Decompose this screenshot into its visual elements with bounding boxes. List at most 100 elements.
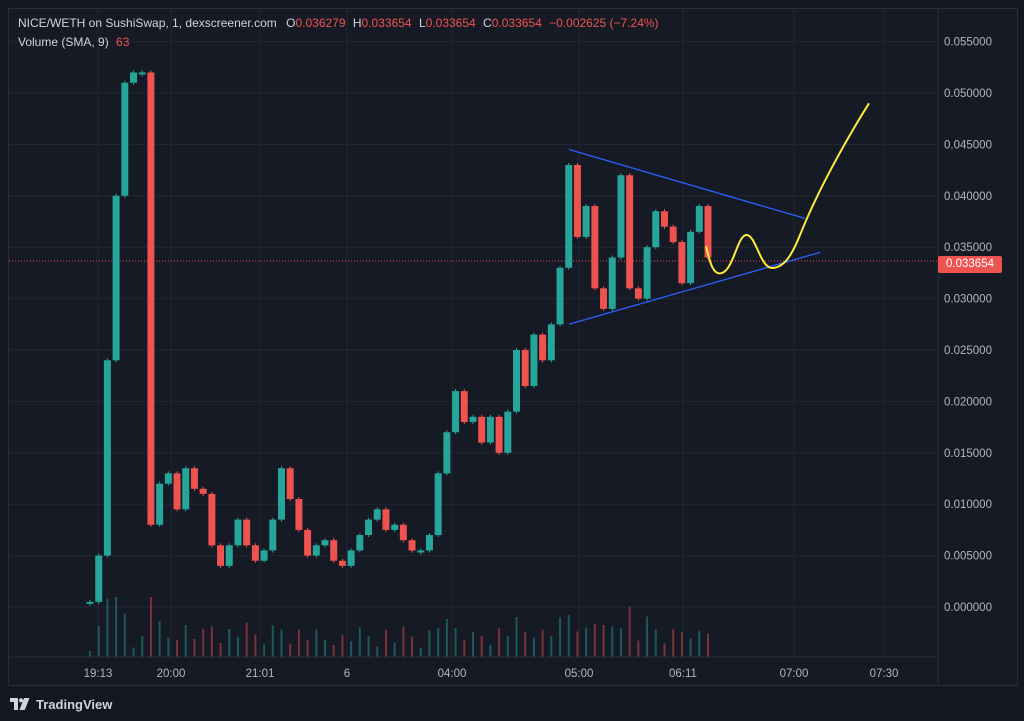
candle-body [634,288,642,299]
legend-volume-label[interactable]: Volume (SMA, 9) [18,35,109,49]
volume-bar [376,646,379,657]
volume-bar [437,628,440,657]
candle-body [338,560,346,566]
candle-body [217,545,225,566]
volume-bar [106,598,109,657]
volume-bar [219,643,222,657]
volume-bar [158,621,161,657]
candle-body [156,483,164,525]
candle-body [190,468,198,489]
candle-body [95,555,103,602]
candle-body [626,175,634,289]
projection-path [705,102,870,275]
tradingview-logo[interactable]: TradingView [10,694,112,714]
candle-body [652,211,660,248]
candle-body [695,206,703,232]
candle-body [121,82,129,196]
candle-body [513,350,520,412]
candle-body [138,72,146,75]
candle-body [678,242,686,284]
candle-body [617,175,625,258]
volume-bar [210,626,213,657]
volume-bar [384,630,387,657]
candle-body [103,360,111,556]
x-tick-label: 05:00 [565,668,594,680]
time-axis: 19:13 20:00 21:01 6 04:00 05:00 06:11 07:00 07:3… [84,668,899,680]
candle-body [408,540,416,551]
volume-bar [646,616,649,657]
volume-bar [445,619,448,657]
candle-body [521,350,529,386]
y-tick-label: 0.050000 [944,88,992,100]
volume-bar [411,636,414,657]
volume-bar [454,628,457,657]
volume-bar [202,628,205,657]
x-tick-label: 6 [344,668,350,680]
candle-body [608,257,616,309]
volume-bar [115,597,118,657]
volume-bar [585,627,588,657]
volume-bar [89,651,91,657]
volume-bar [489,644,492,657]
legend-volume-row: Volume (SMA, 9) 63 [18,33,659,52]
volume-bar [393,642,396,657]
candle-body [295,499,303,530]
legend-open-label: O [286,16,296,30]
volume-bars [89,597,709,657]
volume-bar [532,637,535,657]
legend-symbol[interactable]: NICE/WETH on SushiSwap, 1, dexscreener.c… [18,16,277,30]
candle-body [556,267,564,325]
volume-bar [263,644,266,657]
candle-body [382,509,390,530]
legend-open-value: 0.036279 [295,16,346,30]
candle-body [643,247,651,299]
volume-bar [672,629,675,657]
volume-bar [341,634,344,657]
volume-bar [306,639,309,657]
x-tick-label: 04:00 [438,668,467,680]
candle-body [130,72,138,83]
volume-bar [689,638,692,657]
volume-bar [576,631,579,657]
legend-high-label: H [352,16,362,30]
candle-body [687,231,695,284]
volume-bar [132,647,135,657]
candle-body [669,226,677,243]
volume-bar [628,606,631,657]
volume-bar [315,629,318,657]
y-tick-label: 0.040000 [944,191,992,203]
drawing-tools [568,102,870,325]
y-tick-label: 0.020000 [944,396,992,408]
y-tick-label: 0.055000 [944,37,992,49]
legend-close-value: 0.033654 [491,16,542,30]
volume-bar [680,632,683,657]
volume-bar [149,597,152,657]
volume-bar [419,648,422,657]
volume-bar [654,629,657,657]
candle-body [417,550,425,553]
candle-body [147,72,155,525]
x-tick-label: 07:30 [870,668,899,680]
candle-body [208,493,216,546]
volume-bar [123,613,126,657]
volume-bar [141,636,144,657]
candle-body [269,519,277,551]
y-tick-label: 0.000000 [944,602,992,614]
candle-body [112,195,120,361]
volume-bar [245,622,248,657]
volume-bar [332,645,335,657]
candle-body [660,211,668,227]
legend-volume-value: 63 [116,35,130,49]
candle-body [251,545,259,561]
candle-body [452,391,460,433]
y-tick-label: 0.005000 [944,551,992,563]
volume-bar [254,634,257,657]
volume-bar [498,628,501,657]
y-tick-label: 0.045000 [944,139,992,151]
legend-high-value: 0.033654 [361,16,412,30]
y-tick-label: 0.025000 [944,345,992,357]
volume-bar [402,626,405,657]
candle-body [565,164,573,268]
x-tick-label: 21:01 [246,668,275,680]
